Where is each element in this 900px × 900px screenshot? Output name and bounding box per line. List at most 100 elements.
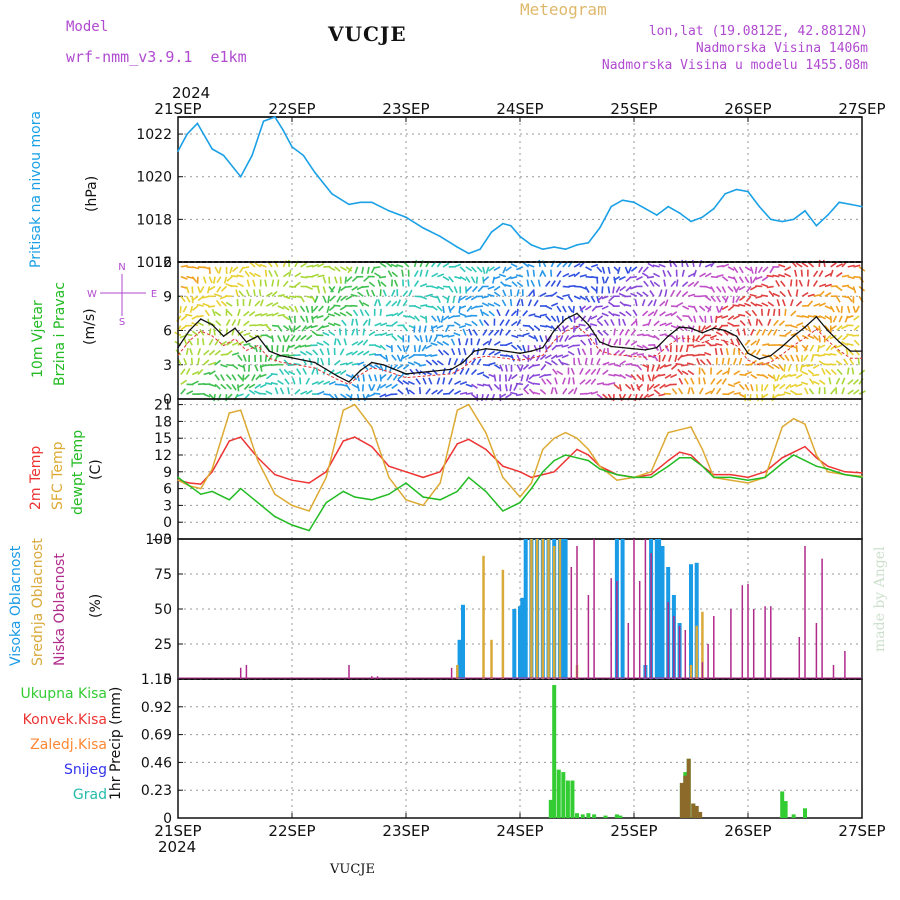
wind-vector bbox=[305, 285, 314, 290]
wind-vector bbox=[602, 393, 609, 400]
wind-vector bbox=[602, 361, 610, 366]
temp-point-1 bbox=[519, 496, 521, 498]
wind-vector bbox=[768, 290, 775, 297]
wind-vector bbox=[447, 334, 455, 338]
pressure-point bbox=[262, 120, 265, 123]
wind-vector bbox=[795, 289, 799, 297]
cloud-bar-2 bbox=[713, 616, 715, 679]
pressure-point bbox=[196, 122, 199, 125]
wind-vector bbox=[691, 259, 695, 268]
temp-point-1 bbox=[274, 493, 276, 495]
pressure-point bbox=[815, 224, 818, 227]
temp-point-0 bbox=[274, 473, 276, 476]
pressure-point bbox=[553, 246, 555, 248]
wind-vector bbox=[317, 305, 324, 312]
wind-vector bbox=[807, 293, 815, 298]
wind-vector bbox=[397, 373, 404, 380]
wind-vector bbox=[835, 285, 843, 292]
wind-vector bbox=[829, 334, 837, 340]
wind-vector bbox=[634, 393, 638, 402]
wind-vector bbox=[767, 373, 775, 379]
cloud-bar-2 bbox=[678, 625, 681, 679]
wind-vector bbox=[852, 378, 860, 385]
wind-vector bbox=[511, 373, 518, 380]
wind-vector bbox=[351, 341, 359, 346]
wind-vector bbox=[419, 269, 423, 277]
wind-vector bbox=[214, 338, 220, 346]
wind-vector bbox=[180, 275, 188, 280]
legend-snijeg: Snijeg bbox=[63, 762, 107, 778]
wind-vector bbox=[579, 305, 587, 312]
wind-vector bbox=[192, 266, 200, 270]
temp-point-0 bbox=[371, 445, 373, 448]
wind-vector bbox=[425, 315, 428, 323]
wind-vector bbox=[613, 373, 622, 377]
precipitation-ytick-label: 0.69 bbox=[141, 728, 172, 744]
temp-series-0 bbox=[177, 436, 863, 485]
wind-vector bbox=[653, 334, 660, 341]
wind-vector bbox=[772, 328, 778, 336]
wind-vector bbox=[334, 266, 341, 272]
wind-vector bbox=[693, 280, 700, 288]
wind-vector bbox=[481, 302, 489, 307]
wind-vector bbox=[545, 324, 553, 329]
wind-vector bbox=[642, 393, 649, 400]
wind-vector bbox=[554, 387, 558, 395]
wind-vector bbox=[320, 357, 325, 366]
wind-vector bbox=[750, 301, 757, 307]
wind-vector bbox=[299, 344, 307, 348]
wind-vector bbox=[818, 335, 821, 343]
clouds-ytick-label: 0 bbox=[163, 672, 172, 688]
pressure-point bbox=[656, 214, 658, 216]
wind-vector bbox=[418, 345, 422, 353]
wind-vector bbox=[830, 388, 836, 395]
pressure-point bbox=[690, 220, 692, 223]
wind-vector bbox=[784, 373, 792, 379]
temp-point-1 bbox=[827, 471, 829, 473]
temp-point-0 bbox=[553, 471, 555, 473]
pressure-point bbox=[621, 199, 624, 201]
wind-vector bbox=[625, 373, 633, 379]
wind-vector bbox=[415, 368, 421, 376]
wind-vector bbox=[351, 350, 359, 356]
temp-point-0 bbox=[827, 465, 829, 467]
wind-vector bbox=[453, 358, 459, 366]
wind-vector bbox=[755, 275, 763, 281]
wind-vector bbox=[347, 266, 353, 274]
wind-vector bbox=[391, 289, 396, 297]
temperature-ytick-label: −3 bbox=[151, 532, 172, 548]
temp-point-0 bbox=[747, 476, 749, 479]
wind-vector bbox=[476, 358, 482, 366]
wind-vector bbox=[630, 374, 637, 381]
cloud-bar-1 bbox=[535, 539, 539, 679]
pressure-point bbox=[359, 201, 362, 204]
temperature-ytick-label: 21 bbox=[154, 398, 172, 414]
wind-speed-point bbox=[530, 350, 533, 352]
wind-vector bbox=[659, 311, 666, 317]
temp-point-0 bbox=[439, 471, 441, 473]
wind-vector bbox=[619, 360, 627, 366]
wind-vector bbox=[391, 312, 399, 317]
wind-vector bbox=[715, 315, 723, 319]
wind-vector bbox=[784, 272, 792, 278]
wind-vector bbox=[201, 338, 205, 346]
wind-vector bbox=[197, 368, 204, 376]
wind-vector bbox=[619, 373, 627, 379]
wind-vector bbox=[556, 279, 562, 287]
wind-vector bbox=[554, 377, 558, 385]
wind-vector bbox=[533, 324, 541, 331]
wind-vector bbox=[316, 341, 324, 346]
wind-vector bbox=[376, 383, 382, 391]
pressure-point bbox=[439, 235, 442, 238]
wind-vector bbox=[358, 299, 364, 307]
wind-vector bbox=[191, 295, 199, 301]
wind-vector bbox=[225, 301, 233, 307]
wind-vector bbox=[362, 350, 370, 356]
wind-vector bbox=[716, 274, 724, 278]
wind-vector bbox=[396, 364, 404, 370]
wind-vector bbox=[779, 334, 787, 337]
wind-vector bbox=[449, 305, 456, 312]
wind-vector bbox=[522, 261, 530, 268]
wind-vector bbox=[225, 383, 232, 390]
wind-speed-point bbox=[359, 369, 362, 372]
